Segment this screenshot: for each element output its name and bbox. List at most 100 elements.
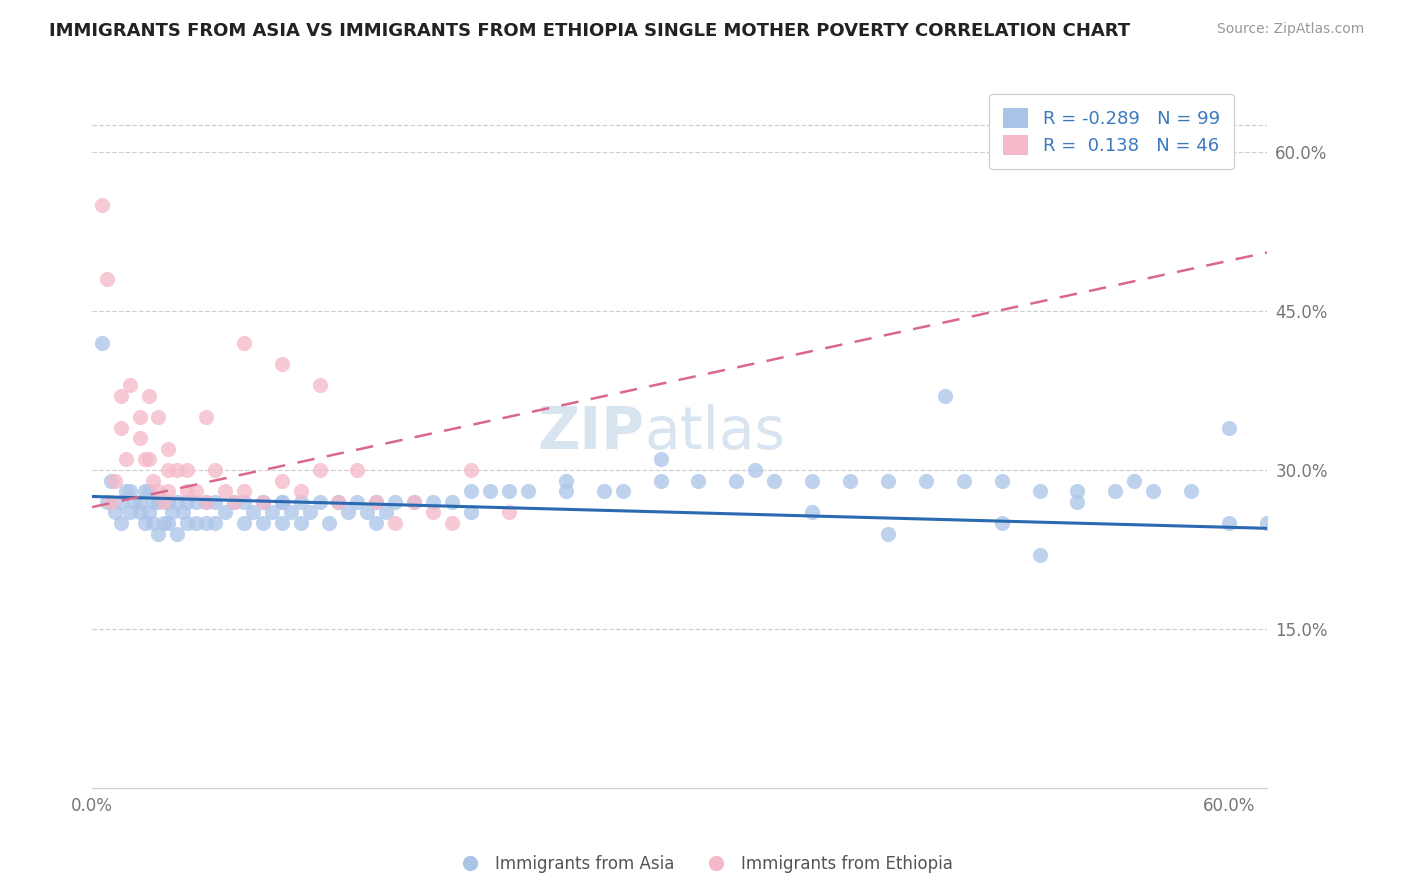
Point xyxy=(134,452,156,467)
Point xyxy=(156,484,179,499)
Point xyxy=(134,484,156,499)
Point xyxy=(1218,516,1240,530)
Point xyxy=(110,420,132,434)
Point xyxy=(134,516,156,530)
Point xyxy=(318,516,340,530)
Legend: R = -0.289   N = 99, R =  0.138   N = 46: R = -0.289 N = 99, R = 0.138 N = 46 xyxy=(988,94,1234,169)
Point xyxy=(290,484,312,499)
Point xyxy=(270,495,292,509)
Point xyxy=(138,484,160,499)
Point xyxy=(128,409,150,424)
Point xyxy=(194,409,217,424)
Point xyxy=(1066,484,1088,499)
Point xyxy=(142,516,165,530)
Point xyxy=(328,495,350,509)
Point xyxy=(554,474,576,488)
Point xyxy=(214,484,236,499)
Point xyxy=(262,505,284,519)
Point xyxy=(422,505,444,519)
Point xyxy=(153,495,176,509)
Point xyxy=(120,484,142,499)
Point xyxy=(290,495,312,509)
Point xyxy=(104,505,127,519)
Point xyxy=(186,495,208,509)
Point xyxy=(934,389,956,403)
Point xyxy=(232,516,254,530)
Point xyxy=(1066,495,1088,509)
Point xyxy=(460,463,482,477)
Point xyxy=(128,495,150,509)
Point xyxy=(166,463,188,477)
Point xyxy=(308,378,330,392)
Point xyxy=(1028,548,1050,562)
Point xyxy=(115,452,138,467)
Point xyxy=(176,484,198,499)
Point xyxy=(128,431,150,445)
Point xyxy=(142,495,165,509)
Point xyxy=(156,442,179,456)
Point xyxy=(346,463,368,477)
Point xyxy=(328,495,350,509)
Point xyxy=(479,484,502,499)
Point xyxy=(252,495,274,509)
Point xyxy=(270,474,292,488)
Point xyxy=(90,335,112,350)
Text: atlas: atlas xyxy=(644,404,786,461)
Point xyxy=(172,505,194,519)
Point xyxy=(725,474,748,488)
Text: IMMIGRANTS FROM ASIA VS IMMIGRANTS FROM ETHIOPIA SINGLE MOTHER POVERTY CORRELATI: IMMIGRANTS FROM ASIA VS IMMIGRANTS FROM … xyxy=(49,22,1130,40)
Point xyxy=(110,516,132,530)
Point xyxy=(384,516,406,530)
Point xyxy=(100,495,122,509)
Legend: Immigrants from Asia, Immigrants from Ethiopia: Immigrants from Asia, Immigrants from Et… xyxy=(447,848,959,880)
Point xyxy=(153,516,176,530)
Point xyxy=(160,505,183,519)
Point xyxy=(142,474,165,488)
Point xyxy=(148,484,170,499)
Point xyxy=(1218,420,1240,434)
Point xyxy=(356,505,378,519)
Point xyxy=(148,526,170,541)
Point xyxy=(1142,484,1164,499)
Point xyxy=(1123,474,1146,488)
Point xyxy=(384,495,406,509)
Point xyxy=(612,484,634,499)
Point xyxy=(952,474,974,488)
Point xyxy=(204,495,226,509)
Point xyxy=(138,505,160,519)
Point xyxy=(120,378,142,392)
Text: ZIP: ZIP xyxy=(537,404,644,461)
Point xyxy=(801,474,824,488)
Point xyxy=(498,484,520,499)
Point xyxy=(232,335,254,350)
Point xyxy=(336,505,359,519)
Point xyxy=(366,495,388,509)
Point xyxy=(224,495,246,509)
Point xyxy=(242,505,264,519)
Point xyxy=(801,505,824,519)
Point xyxy=(1256,516,1278,530)
Point xyxy=(839,474,862,488)
Point xyxy=(148,495,170,509)
Point xyxy=(110,389,132,403)
Point xyxy=(138,389,160,403)
Point xyxy=(650,474,672,488)
Point xyxy=(346,495,368,509)
Point xyxy=(990,516,1012,530)
Point xyxy=(650,452,672,467)
Point xyxy=(374,505,396,519)
Point xyxy=(308,463,330,477)
Point xyxy=(460,505,482,519)
Point xyxy=(252,516,274,530)
Point xyxy=(592,484,614,499)
Point xyxy=(1104,484,1126,499)
Text: Source: ZipAtlas.com: Source: ZipAtlas.com xyxy=(1216,22,1364,37)
Point xyxy=(554,484,576,499)
Point xyxy=(232,495,254,509)
Point xyxy=(194,495,217,509)
Point xyxy=(270,495,292,509)
Point xyxy=(404,495,426,509)
Point xyxy=(990,474,1012,488)
Point xyxy=(148,409,170,424)
Point xyxy=(128,505,150,519)
